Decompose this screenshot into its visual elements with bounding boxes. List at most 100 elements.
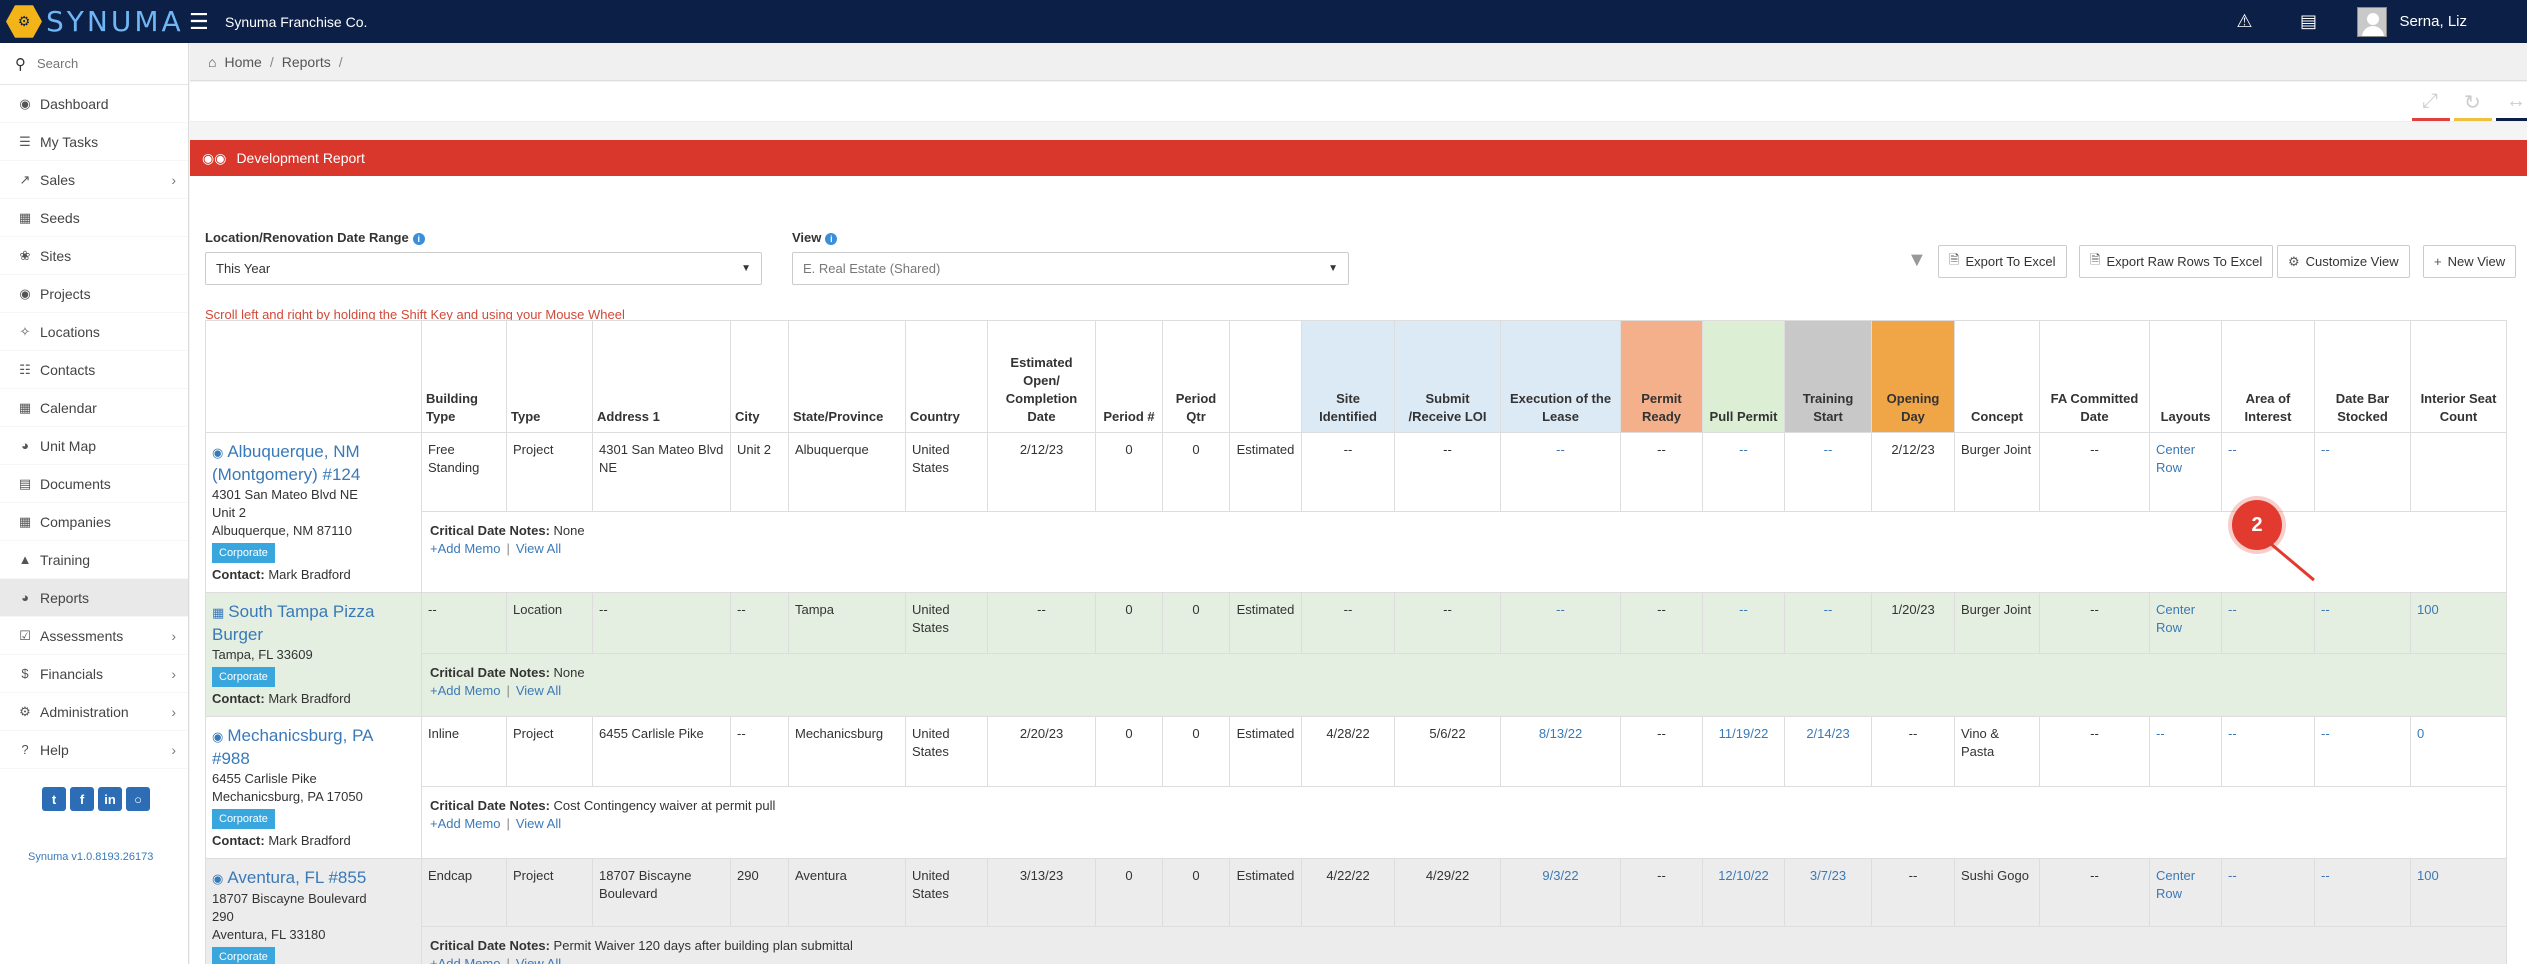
cell-link[interactable]: -- bbox=[2321, 442, 2330, 457]
instagram-icon[interactable]: ○ bbox=[126, 787, 150, 811]
cell-link[interactable]: Center Row bbox=[2156, 868, 2196, 901]
sidebar-item-unit-map[interactable]: ◕ Unit Map bbox=[0, 427, 188, 465]
column-header[interactable]: Permit Ready bbox=[1620, 320, 1703, 433]
view-select[interactable]: E. Real Estate (Shared) ▼ bbox=[792, 252, 1349, 285]
sidebar-item-training[interactable]: ▲ Training bbox=[0, 541, 188, 579]
table-cell[interactable]: 8/13/22 bbox=[1500, 716, 1621, 787]
sidebar-item-locations[interactable]: ✧ Locations bbox=[0, 313, 188, 351]
cell-link[interactable]: 11/19/22 bbox=[1718, 726, 1769, 741]
sidebar-item-calendar[interactable]: ▦ Calendar bbox=[0, 389, 188, 427]
breadcrumb-reports[interactable]: Reports bbox=[281, 53, 331, 70]
table-cell[interactable]: 9/3/22 bbox=[1500, 858, 1621, 927]
sidebar-item-contacts[interactable]: ☷ Contacts bbox=[0, 351, 188, 389]
table-cell[interactable]: -- bbox=[1500, 592, 1621, 654]
column-header[interactable]: Period # bbox=[1095, 320, 1163, 433]
column-header[interactable]: Type bbox=[506, 320, 593, 433]
customize-view-button[interactable]: ⚙ Customize View bbox=[2277, 245, 2410, 278]
column-header[interactable]: Period Qtr bbox=[1162, 320, 1230, 433]
sidebar-item-projects[interactable]: ◉ Projects bbox=[0, 275, 188, 313]
view-all-link[interactable]: View All bbox=[515, 815, 562, 831]
cell-link[interactable]: -- bbox=[2321, 602, 2330, 617]
table-cell[interactable]: 12/10/22 bbox=[1702, 858, 1785, 927]
sidebar-item-help[interactable]: ? Help › bbox=[0, 731, 188, 769]
sidebar-item-administration[interactable]: ⚙ Administration › bbox=[0, 693, 188, 731]
sidebar-item-my-tasks[interactable]: ☰ My Tasks bbox=[0, 123, 188, 161]
table-cell[interactable]: -- bbox=[2314, 858, 2411, 927]
location-link[interactable]: ▦ South Tampa Pizza Burger bbox=[212, 602, 375, 644]
table-cell[interactable]: -- bbox=[2221, 716, 2315, 787]
location-link[interactable]: ◉ Mechanicsburg, PA #988 bbox=[212, 726, 373, 768]
column-header[interactable]: FA Committed Date bbox=[2039, 320, 2150, 433]
column-header[interactable]: Site Identified bbox=[1301, 320, 1395, 433]
warning-icon[interactable]: ⚠ bbox=[2236, 11, 2253, 31]
collapse-icon[interactable]: ↔ bbox=[2506, 90, 2526, 112]
cell-link[interactable]: -- bbox=[1739, 602, 1748, 617]
column-header[interactable]: Layouts bbox=[2149, 320, 2222, 433]
cell-link[interactable]: -- bbox=[1556, 602, 1565, 617]
refresh-icon[interactable]: ↻ bbox=[2464, 92, 2481, 114]
table-cell[interactable]: 100 bbox=[2410, 592, 2507, 654]
table-cell[interactable]: -- bbox=[1784, 432, 1872, 512]
column-header[interactable] bbox=[205, 320, 422, 433]
column-header[interactable]: Pull Permit bbox=[1702, 320, 1785, 433]
sidebar-item-seeds[interactable]: ▦ Seeds bbox=[0, 199, 188, 237]
column-header[interactable]: Country bbox=[905, 320, 988, 433]
column-header[interactable]: Area of Interest bbox=[2221, 320, 2315, 433]
table-cell[interactable]: 0 bbox=[2410, 716, 2507, 787]
cell-link[interactable]: Center Row bbox=[2156, 602, 2196, 635]
table-cell[interactable]: Center Row bbox=[2149, 432, 2222, 512]
facebook-icon[interactable]: f bbox=[70, 787, 94, 811]
cell-link[interactable]: 8/13/22 bbox=[1538, 726, 1583, 741]
cell-link[interactable]: -- bbox=[1823, 442, 1833, 457]
home-icon[interactable]: ⌂ bbox=[208, 53, 217, 70]
table-cell[interactable]: -- bbox=[2149, 716, 2222, 787]
table-cell[interactable]: 11/19/22 bbox=[1702, 716, 1785, 787]
cell-link[interactable]: 100 bbox=[2417, 868, 2439, 883]
cell-link[interactable]: -- bbox=[2228, 868, 2237, 883]
cell-link[interactable]: -- bbox=[1823, 602, 1833, 617]
cell-link[interactable]: 0 bbox=[2417, 726, 2425, 741]
table-cell[interactable]: -- bbox=[2221, 858, 2315, 927]
info-icon[interactable]: i bbox=[412, 232, 425, 245]
table-cell[interactable]: -- bbox=[2221, 432, 2315, 512]
table-cell[interactable]: 3/7/23 bbox=[1784, 858, 1872, 927]
sidebar-item-documents[interactable]: ▤ Documents bbox=[0, 465, 188, 503]
avatar[interactable] bbox=[2357, 6, 2388, 37]
column-header[interactable]: State/Province bbox=[788, 320, 906, 433]
view-all-link[interactable]: View All bbox=[515, 540, 562, 556]
column-header[interactable]: City bbox=[730, 320, 789, 433]
cell-link[interactable]: -- bbox=[2228, 442, 2237, 457]
cell-link[interactable]: Center Row bbox=[2156, 442, 2196, 475]
table-cell[interactable]: Center Row bbox=[2149, 592, 2222, 654]
column-header[interactable]: Estimated Open/ Completion Date bbox=[987, 320, 1096, 433]
column-header[interactable]: Execution of the Lease bbox=[1500, 320, 1621, 433]
add-memo-link[interactable]: +Add Memo bbox=[430, 955, 501, 964]
breadcrumb-home[interactable]: Home bbox=[224, 53, 262, 70]
column-header[interactable]: Submit /Receive LOI bbox=[1394, 320, 1501, 433]
filter-icon[interactable]: ▼ bbox=[1907, 249, 1927, 271]
sidebar-item-companies[interactable]: ▦ Companies bbox=[0, 503, 188, 541]
date-range-select[interactable]: This Year ▼ bbox=[205, 252, 762, 285]
table-cell[interactable]: -- bbox=[1702, 592, 1785, 654]
sidebar-item-reports[interactable]: ◕ Reports bbox=[0, 579, 188, 617]
column-header[interactable]: Opening Day bbox=[1871, 320, 1955, 433]
cell-link[interactable]: -- bbox=[1556, 442, 1565, 457]
table-cell[interactable]: -- bbox=[2221, 592, 2315, 654]
linkedin-icon[interactable]: in bbox=[98, 787, 122, 811]
cell-link[interactable]: 9/3/22 bbox=[1542, 868, 1579, 883]
export-excel-button[interactable]: 🗎 Export To Excel bbox=[1938, 245, 2067, 278]
cell-link[interactable]: 3/7/23 bbox=[1809, 868, 1847, 883]
sidebar-item-assessments[interactable]: ☑ Assessments › bbox=[0, 617, 188, 655]
hamburger-menu-icon[interactable]: ☰ bbox=[189, 8, 209, 34]
column-header[interactable]: Address 1 bbox=[592, 320, 731, 433]
cell-link[interactable]: -- bbox=[2228, 602, 2237, 617]
sidebar-item-dashboard[interactable]: ◉ Dashboard bbox=[0, 85, 188, 123]
table-cell[interactable]: -- bbox=[2314, 592, 2411, 654]
column-header[interactable]: Building Type bbox=[421, 320, 507, 433]
table-cell[interactable]: -- bbox=[1784, 592, 1872, 654]
table-cell[interactable]: -- bbox=[1500, 432, 1621, 512]
table-cell[interactable]: Center Row bbox=[2149, 858, 2222, 927]
version-link[interactable]: Synuma v1.0.8193.26173 bbox=[28, 851, 154, 863]
report-table-scroller[interactable]: Building Type Type Address 1 City State/Prov… bbox=[205, 320, 2527, 964]
cell-link[interactable]: -- bbox=[2321, 726, 2330, 741]
